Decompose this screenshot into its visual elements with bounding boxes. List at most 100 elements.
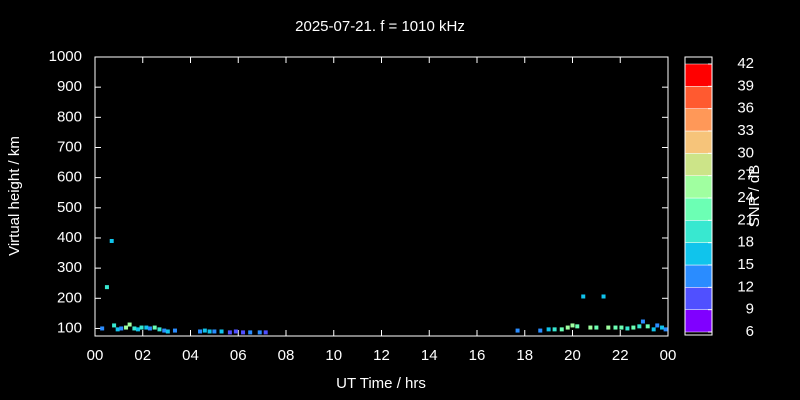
data-point: [109, 238, 114, 243]
colorbar-label: SNR / dB: [746, 165, 763, 228]
data-point: [663, 327, 668, 332]
x-tick-label: 16: [469, 347, 486, 364]
y-tick-label: 400: [57, 229, 82, 246]
data-point: [139, 325, 144, 330]
colorbar-bin: [684, 153, 713, 176]
colorbar-bin: [684, 63, 713, 87]
data-point: [233, 329, 238, 334]
x-tick-label: 14: [421, 347, 438, 364]
data-point: [162, 328, 167, 333]
data-point: [588, 325, 593, 330]
data-point: [613, 325, 618, 330]
x-tick-label: 06: [230, 347, 247, 364]
data-point: [202, 328, 207, 333]
colorbar-tick-label: 6: [746, 323, 754, 340]
y-tick-label: 800: [57, 108, 82, 125]
colorbar-bin: [684, 242, 713, 266]
data-point: [241, 330, 246, 335]
colorbar-tick-label: 9: [746, 301, 754, 318]
x-axis-label: UT Time / hrs: [336, 375, 426, 392]
colorbar-bin: [684, 175, 713, 199]
data-point: [257, 330, 262, 335]
colorbar-tick-label: 33: [737, 122, 754, 139]
x-tick-label: 02: [134, 347, 151, 364]
data-point: [165, 329, 170, 334]
colorbar-tick-label: 42: [737, 55, 754, 72]
colorbar-tick-label: 21: [737, 211, 754, 228]
colorbar-bin: [684, 309, 713, 333]
data-point: [207, 329, 212, 334]
data-point: [172, 328, 177, 333]
data-point: [115, 327, 120, 332]
data-point: [552, 327, 557, 332]
y-tick-label: 500: [57, 199, 82, 216]
data-point: [565, 325, 570, 330]
x-tick-label: 10: [325, 347, 342, 364]
data-point: [606, 325, 611, 330]
y-tick-label: 900: [57, 78, 82, 95]
data-point: [559, 327, 564, 332]
y-tick-label: 300: [57, 259, 82, 276]
colorbar-bin: [684, 287, 713, 310]
data-point: [100, 326, 105, 331]
data-point: [655, 323, 660, 328]
y-axis-label: Virtual height / km: [6, 136, 23, 256]
data-point: [219, 329, 224, 334]
y-tick-label: 200: [57, 289, 82, 306]
data-point: [124, 325, 129, 330]
data-point: [660, 325, 665, 330]
y-tick-label: 600: [57, 169, 82, 186]
data-point: [575, 324, 580, 329]
data-point: [594, 325, 599, 330]
y-tick-label: 1000: [49, 48, 82, 65]
x-tick-label: 00: [660, 347, 677, 364]
data-point: [104, 285, 109, 290]
data-point: [212, 329, 217, 334]
y-tick-label: 100: [57, 319, 82, 336]
data-point: [152, 325, 157, 330]
colorbar-bin: [684, 108, 713, 132]
chart-title: 2025-07-21. f = 1010 kHz: [295, 18, 465, 35]
colorbar-bin: [684, 220, 713, 243]
x-tick-label: 00: [87, 347, 104, 364]
x-tick-label: 04: [182, 347, 199, 364]
data-point: [157, 327, 162, 332]
data-point: [227, 330, 232, 335]
data-point: [538, 328, 543, 333]
colorbar-tick-label: 39: [737, 77, 754, 94]
data-point: [581, 294, 586, 299]
data-point: [515, 328, 520, 333]
data-point: [619, 325, 624, 330]
data-point: [645, 324, 650, 329]
colorbar-tick-label: 12: [737, 278, 754, 295]
data-point: [651, 327, 656, 332]
data-point: [198, 329, 203, 334]
y-tick-label: 700: [57, 138, 82, 155]
colorbar-bin: [684, 264, 713, 288]
x-tick-label: 20: [564, 347, 581, 364]
data-point: [147, 326, 152, 331]
colorbar-tick-label: 15: [737, 256, 754, 273]
data-point: [144, 325, 149, 330]
colorbar-frame: [684, 56, 713, 336]
data-point: [631, 325, 636, 330]
colorbar-tick-label: 18: [737, 234, 754, 251]
colorbar-bin: [684, 197, 713, 221]
data-point: [127, 322, 132, 327]
data-point: [570, 323, 575, 328]
data-point: [640, 319, 645, 324]
data-point: [601, 294, 606, 299]
x-tick-label: 18: [516, 347, 533, 364]
x-tick-label: 22: [612, 347, 629, 364]
data-point: [625, 326, 630, 331]
colorbar-tick-label: 24: [737, 189, 754, 206]
x-tick-label: 08: [278, 347, 295, 364]
colorbar-bin: [684, 130, 713, 154]
data-point: [112, 323, 117, 328]
data-point: [637, 324, 642, 329]
colorbar-bin: [684, 86, 713, 109]
colorbar-tick-label: 36: [737, 100, 754, 117]
data-point: [248, 330, 253, 335]
